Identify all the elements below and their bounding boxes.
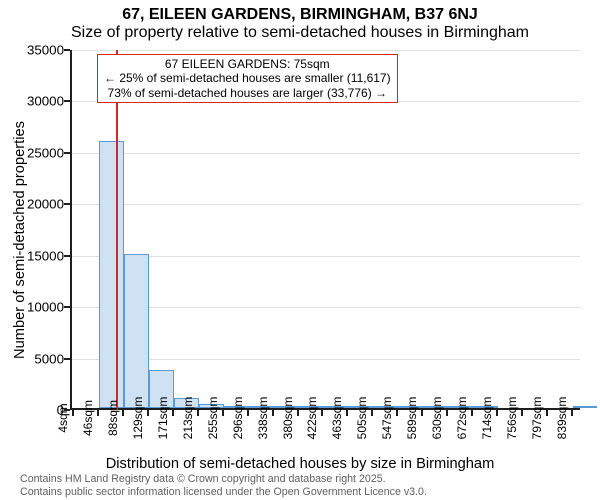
x-axis-label: Distribution of semi-detached houses by … (0, 456, 600, 472)
x-tick-mark (147, 410, 149, 416)
chart-title-line2: Size of property relative to semi-detach… (0, 24, 600, 42)
x-tick-label: 296sqm (231, 397, 245, 440)
x-tick-label: 547sqm (380, 397, 394, 440)
attribution-line1: Contains HM Land Registry data © Crown c… (20, 473, 427, 485)
x-tick-mark (72, 410, 74, 416)
x-tick-mark (272, 410, 274, 416)
x-tick-mark (97, 410, 99, 416)
annotation-line2: ← 25% of semi-detached houses are smalle… (104, 71, 391, 85)
plot-area (70, 50, 580, 410)
annotation-line1: 67 EILEEN GARDENS: 75sqm (104, 57, 391, 71)
x-tick-mark (297, 410, 299, 416)
x-tick-label: 505sqm (355, 397, 369, 440)
x-tick-mark (496, 410, 498, 416)
attribution-line2: Contains public sector information licen… (20, 486, 427, 498)
x-tick-label: 756sqm (505, 397, 519, 440)
x-tick-label: 589sqm (405, 397, 419, 440)
chart-container: 67, EILEEN GARDENS, BIRMINGHAM, B37 6NJ … (0, 0, 600, 500)
x-tick-label: 213sqm (181, 397, 195, 440)
histogram-bar (573, 406, 598, 408)
x-tick-mark (346, 410, 348, 416)
x-tick-label: 672sqm (455, 397, 469, 440)
y-tick-label: 10000 (14, 300, 64, 315)
histogram-bar (99, 141, 124, 408)
annotation-line3: 73% of semi-detached houses are larger (… (104, 86, 391, 100)
property-marker-line (116, 50, 118, 410)
x-tick-mark (122, 410, 124, 416)
x-tick-mark (371, 410, 373, 416)
x-tick-label: 88sqm (106, 400, 120, 436)
x-tick-label: 463sqm (330, 397, 344, 440)
y-tick-label: 35000 (14, 43, 64, 58)
x-tick-mark (471, 410, 473, 416)
x-tick-mark (222, 410, 224, 416)
x-tick-label: 797sqm (530, 397, 544, 440)
annotation-box: 67 EILEEN GARDENS: 75sqm ← 25% of semi-d… (97, 54, 398, 103)
x-tick-mark (546, 410, 548, 416)
histogram-bar (124, 254, 149, 408)
y-tick-label: 15000 (14, 248, 64, 263)
x-tick-label: 714sqm (480, 397, 494, 440)
x-tick-label: 839sqm (555, 397, 569, 440)
x-tick-label: 630sqm (430, 397, 444, 440)
x-tick-label: 255sqm (206, 397, 220, 440)
x-tick-mark (421, 410, 423, 416)
x-tick-mark (571, 410, 573, 416)
x-tick-label: 129sqm (131, 397, 145, 440)
x-tick-mark (197, 410, 199, 416)
y-tick-label: 5000 (14, 351, 64, 366)
x-tick-mark (321, 410, 323, 416)
x-tick-label: 171sqm (156, 397, 170, 440)
y-tick-label: 20000 (14, 197, 64, 212)
x-tick-mark (396, 410, 398, 416)
x-tick-label: 422sqm (305, 397, 319, 440)
x-tick-label: 4sqm (56, 403, 70, 432)
x-tick-mark (521, 410, 523, 416)
attribution: Contains HM Land Registry data © Crown c… (20, 473, 427, 498)
x-tick-label: 380sqm (281, 397, 295, 440)
x-tick-mark (172, 410, 174, 416)
x-tick-label: 338sqm (256, 397, 270, 440)
y-tick-label: 25000 (14, 145, 64, 160)
x-tick-mark (446, 410, 448, 416)
x-tick-label: 46sqm (81, 400, 95, 436)
chart-title-line1: 67, EILEEN GARDENS, BIRMINGHAM, B37 6NJ (0, 6, 600, 24)
y-tick-label: 30000 (14, 94, 64, 109)
x-tick-mark (247, 410, 249, 416)
